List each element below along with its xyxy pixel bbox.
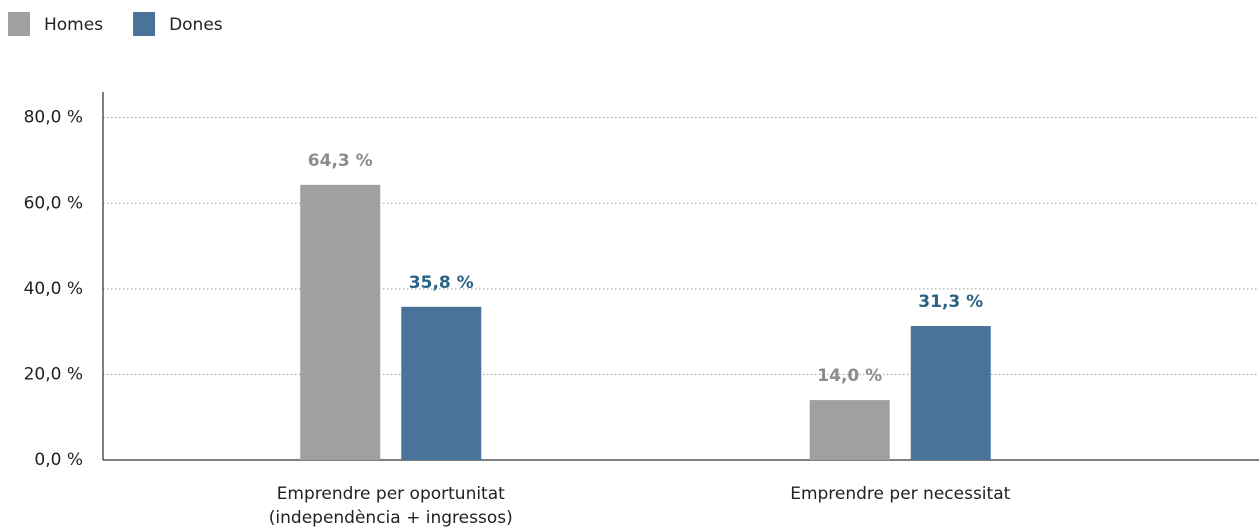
x-tick-label: Emprendre per oportunitat (independència…	[268, 484, 513, 528]
data-label: 31,3 %	[918, 292, 983, 312]
bar	[910, 326, 991, 460]
data-label: 14,0 %	[817, 366, 882, 386]
bar	[809, 400, 890, 460]
bar	[401, 306, 482, 460]
legend-label: Dones	[169, 15, 223, 35]
bar	[300, 184, 381, 460]
y-tick-label: 60,0 %	[24, 193, 83, 213]
data-label: 64,3 %	[308, 151, 373, 171]
y-tick-label: 20,0 %	[24, 364, 83, 384]
y-tick-label: 0,0 %	[34, 450, 83, 470]
y-tick-label: 40,0 %	[24, 279, 83, 299]
y-tick-label: 80,0 %	[24, 108, 83, 128]
data-label: 35,8 %	[409, 273, 474, 293]
legend-swatch	[8, 12, 30, 36]
legend-swatch	[133, 12, 156, 36]
x-tick-label: Emprendre per necessitat	[790, 484, 1011, 504]
legend-label: Homes	[44, 15, 103, 35]
